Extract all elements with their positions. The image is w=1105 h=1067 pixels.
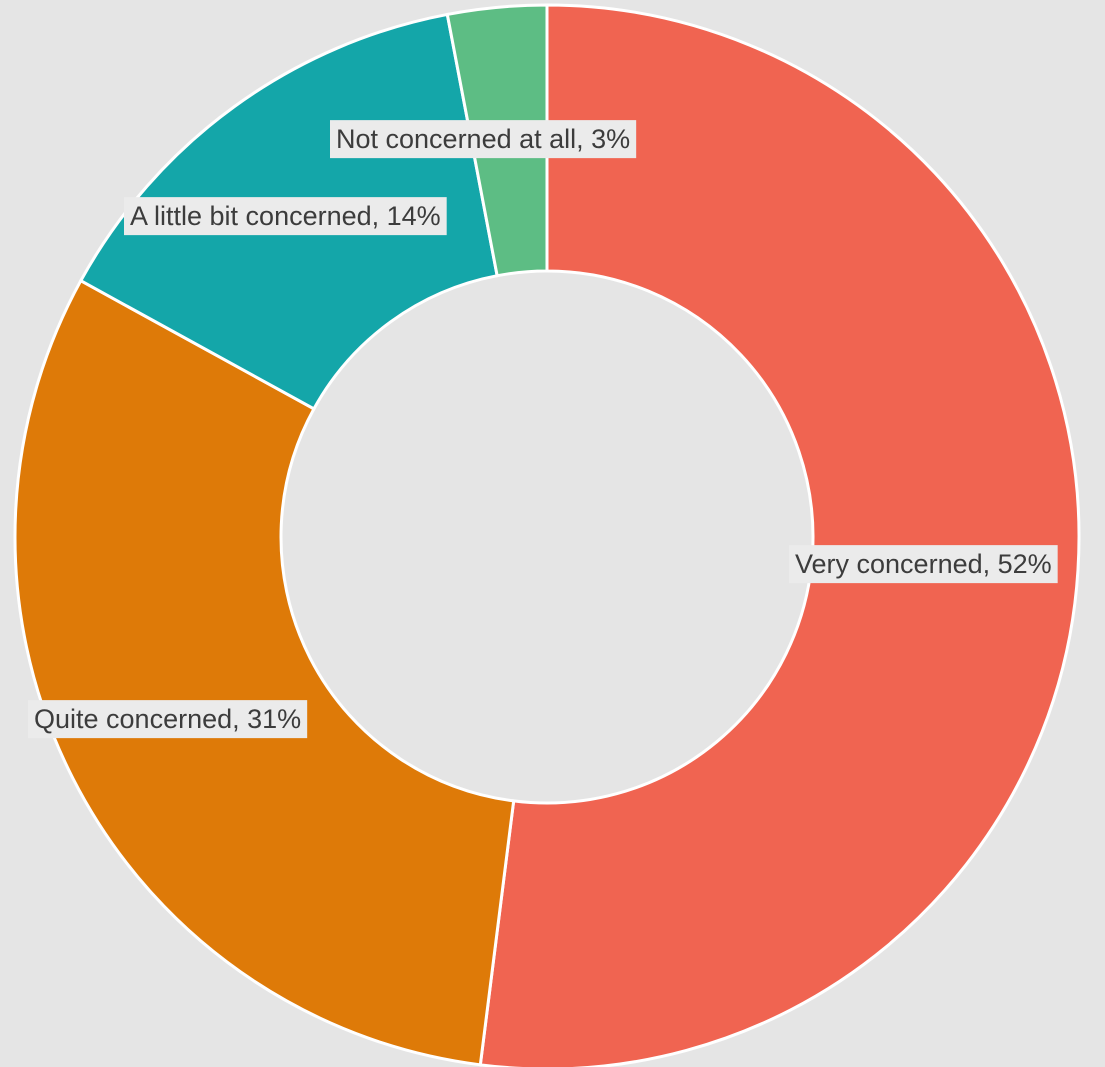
labels-layer: Very concerned, 52% Quite concerned, 31% A… [28, 120, 1058, 739]
slices-layer [13, 3, 1081, 1067]
slice-very-concerned [478, 3, 1081, 1067]
label-quite-concerned: Quite concerned, 31% [28, 700, 308, 739]
label-background [28, 700, 308, 739]
slice-quite-concerned [13, 278, 516, 1067]
label-text: Not concerned at all, 3% [336, 124, 630, 154]
label-text: Quite concerned, 31% [34, 704, 301, 734]
label-a-little-bit-concerned: A little bit concerned, 14% [124, 197, 447, 236]
label-background [789, 545, 1058, 584]
label-text: Very concerned, 52% [795, 549, 1052, 579]
label-background [330, 120, 637, 159]
label-very-concerned: Very concerned, 52% [789, 545, 1058, 584]
label-not-concerned-at-all: Not concerned at all, 3% [330, 120, 637, 159]
label-background [124, 197, 447, 236]
label-text: A little bit concerned, 14% [130, 201, 441, 231]
